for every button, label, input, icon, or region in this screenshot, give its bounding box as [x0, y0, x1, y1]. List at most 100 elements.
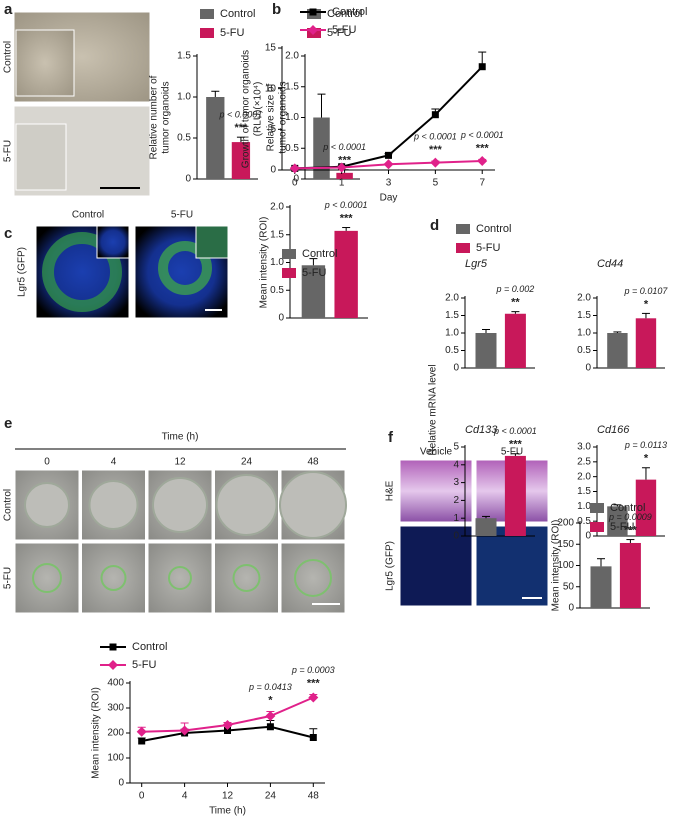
legend-label: Control — [132, 641, 167, 653]
legend-swatch — [456, 224, 470, 234]
legend-swatch — [282, 268, 296, 278]
point — [383, 159, 394, 170]
y-tick-label: 1.0 — [445, 328, 459, 339]
p-value: p < 0.0001 — [322, 142, 366, 152]
organoid — [279, 471, 347, 539]
y-tick-label: 1.5 — [270, 229, 284, 240]
y-tick-label: 200 — [557, 518, 574, 529]
panel-letter: a — [4, 1, 13, 18]
y-tick-label: 5 — [270, 124, 276, 135]
y-tick-label: 400 — [107, 678, 124, 689]
micrograph — [147, 542, 213, 614]
y-tick-label: 2.5 — [577, 456, 591, 467]
legend-label: Control — [476, 223, 511, 235]
organoid — [232, 564, 261, 592]
chart-title: Cd133 — [465, 424, 498, 436]
micrograph — [81, 542, 146, 614]
y-tick-label: 150 — [557, 539, 574, 550]
x-tick-label: 0 — [139, 791, 145, 802]
bar — [590, 566, 612, 608]
y-axis-label: Mean intensity (ROI) — [551, 520, 562, 612]
y-axis-label: (RLU)(×10⁴) — [253, 82, 264, 137]
x-axis-label: Time (h) — [209, 806, 246, 817]
point — [308, 692, 319, 703]
point — [309, 734, 317, 741]
organoid — [24, 482, 70, 528]
chart-title: Lgr5 — [465, 258, 488, 270]
significance: *** — [234, 122, 248, 134]
panel-letter: d — [430, 217, 439, 234]
micrograph — [14, 542, 80, 614]
panel-letter: b — [272, 1, 281, 18]
y-tick-label: 200 — [107, 728, 124, 739]
legend-marker — [308, 25, 318, 35]
organoid — [100, 565, 127, 591]
legend-swatch — [590, 503, 604, 513]
column-label: 48 — [307, 457, 319, 468]
y-tick-label: 50 — [563, 581, 575, 592]
p-value: p = 0.0413 — [248, 682, 292, 692]
legend-label: 5-FU — [302, 267, 327, 279]
y-axis-label: tumor organoids — [161, 81, 172, 153]
p-value: p < 0.0001 — [324, 200, 368, 210]
y-axis-label: Relative mRNA level — [428, 364, 439, 455]
row-label: 5-FU — [3, 567, 14, 589]
organoid — [158, 241, 212, 295]
y-tick-label: 1.5 — [177, 51, 191, 62]
bar — [635, 479, 657, 536]
bar — [504, 313, 526, 368]
legend-swatch — [200, 9, 214, 19]
bar — [607, 506, 628, 536]
x-tick-label: 4 — [182, 791, 188, 802]
x-axis-label: Day — [380, 193, 398, 204]
y-tick-label: 0.5 — [270, 285, 284, 296]
legend-label: Control — [302, 248, 337, 260]
y-tick-label: 15 — [265, 43, 277, 54]
y-tick-label: 1.5 — [577, 310, 591, 321]
legend-marker — [108, 660, 118, 670]
point — [224, 727, 231, 734]
micrograph — [399, 525, 473, 607]
y-axis-label: tumor organoids — [278, 81, 289, 153]
legend-label: 5-FU — [332, 24, 357, 36]
inset — [96, 225, 130, 259]
y-tick-label: 0 — [585, 531, 591, 542]
micrograph — [399, 459, 473, 523]
point — [289, 163, 300, 174]
legend-marker — [309, 8, 317, 16]
y-tick-label: 0.5 — [177, 133, 191, 144]
legend-swatch — [590, 522, 604, 532]
bar — [475, 333, 497, 368]
significance: *** — [476, 142, 490, 154]
legend-swatch — [200, 28, 214, 38]
point — [222, 720, 233, 730]
y-tick-label: 0.5 — [285, 143, 299, 154]
legend-label: 5-FU — [132, 659, 157, 671]
bar — [607, 333, 628, 368]
y-tick-label: 2.0 — [285, 51, 299, 62]
point — [179, 725, 190, 736]
y-tick-label: 1.0 — [577, 328, 591, 339]
point — [430, 157, 441, 168]
legend-label: Control — [220, 8, 255, 20]
row-label: 5-FU — [3, 140, 14, 162]
organoid — [294, 559, 332, 597]
y-axis-label: Mean intensity (ROI) — [259, 217, 270, 309]
row-label: H&E — [385, 480, 396, 501]
x-tick-label: 48 — [308, 791, 320, 802]
inset — [15, 29, 75, 97]
y-tick-label: 0.5 — [577, 345, 591, 356]
p-value: p = 0.002 — [496, 284, 535, 294]
micrograph — [475, 525, 549, 607]
y-tick-label: 0 — [453, 531, 459, 542]
significance: * — [644, 298, 649, 310]
panel-letter: e — [4, 415, 12, 432]
column-label: 5-FU — [171, 210, 193, 221]
legend-label: Control — [610, 502, 645, 514]
bar — [334, 230, 358, 318]
column-label: 0 — [44, 457, 50, 468]
panel-letter: f — [388, 429, 394, 446]
y-tick-label: 2.0 — [445, 293, 459, 304]
y-tick-label: 10 — [265, 83, 277, 94]
row-label: Control — [3, 41, 14, 73]
